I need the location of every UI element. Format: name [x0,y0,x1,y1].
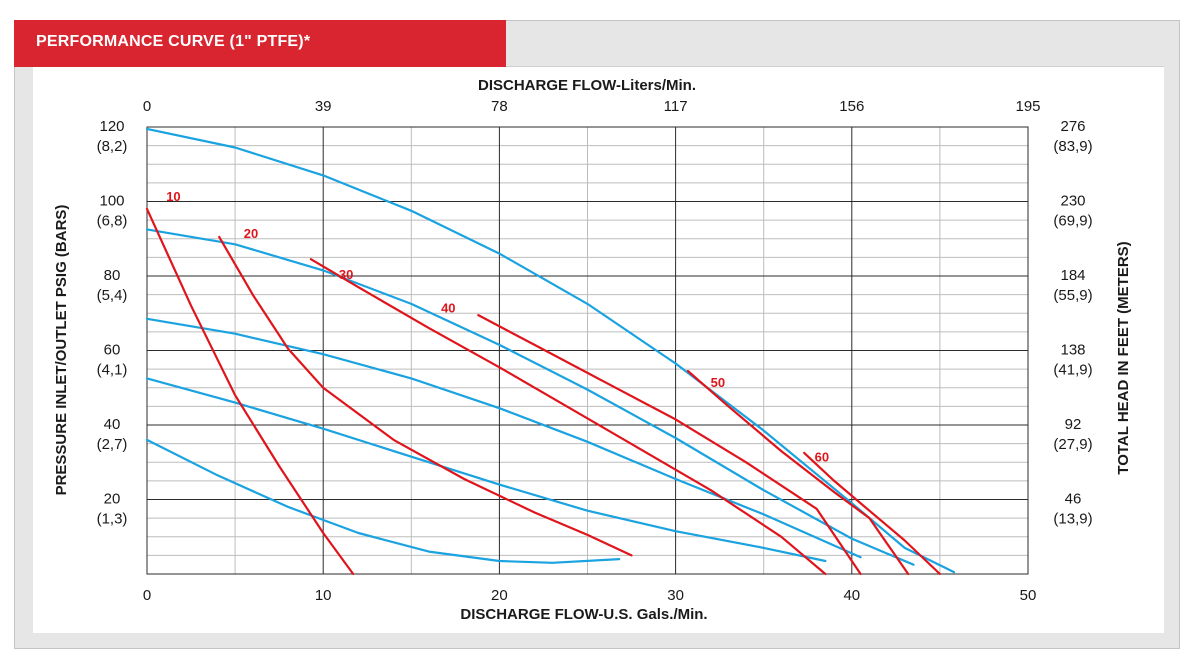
x2-tick-label: 39 [315,98,332,115]
y2-tick-label: 276 [1060,118,1085,135]
x2-tick-label: 117 [664,98,688,115]
labels: 10 20 30 40 50 60 0 10 20 30 40 50 0 39 78 117 156 195 20 (… [53,77,1132,623]
x2-tick-label: 78 [491,98,508,115]
curve-label: 50 [711,375,725,390]
y2-tick-sublabel: (69,9) [1053,213,1092,230]
y-tick-label: 60 [104,342,121,359]
curve-label: 60 [815,450,829,465]
y2-tick-sublabel: (83,9) [1053,138,1092,155]
y-tick-label: 20 [104,491,121,508]
y-tick-sublabel: (1,3) [97,511,128,528]
x-tick-label: 20 [491,587,508,604]
y-tick-label: 80 [104,267,121,284]
curve-label: 20 [244,226,258,241]
x-tick-label: 10 [315,587,332,604]
air-curve-40 [477,314,862,576]
y2-tick-label: 184 [1060,267,1085,284]
x2-tick-label: 156 [839,98,864,115]
x-tick-label: 50 [1020,587,1037,604]
curve-label: 10 [166,189,180,204]
header-rule [506,66,1164,67]
air-curve-30 [309,258,827,576]
y2-tick-label: 46 [1065,491,1082,508]
air-curve-50 [686,369,910,576]
y-axis-title: PRESSURE INLET/OUTLET PSIG (BARS) [53,205,70,496]
y2-tick-sublabel: (13,9) [1053,511,1092,528]
chart-title: PERFORMANCE CURVE (1" PTFE)* [36,33,311,50]
y-tick-label: 40 [104,416,121,433]
chart-panel [33,66,1164,633]
y2-tick-sublabel: (41,9) [1053,362,1092,379]
plot-border [146,126,1029,575]
pressure-curve [145,377,827,563]
y-tick-label: 120 [99,118,124,135]
air-curve-20 [218,235,633,557]
y2-tick-label: 138 [1060,342,1085,359]
y-tick-sublabel: (4,1) [97,362,128,379]
y2-tick-sublabel: (27,9) [1053,436,1092,453]
header-band [14,20,506,67]
y-tick-sublabel: (5,4) [97,287,128,304]
curve-label: 40 [441,301,455,316]
curve-label: 30 [339,267,353,282]
x-tick-label: 0 [143,587,151,604]
x-tick-label: 40 [843,587,860,604]
x-axis-title: DISCHARGE FLOW-U.S. Gals./Min. [460,606,707,623]
x2-axis-title: DISCHARGE FLOW-Liters/Min. [478,77,696,94]
y2-tick-label: 230 [1060,193,1085,210]
y-tick-sublabel: (2,7) [97,436,128,453]
air-curve-60 [803,451,941,576]
x-tick-label: 30 [667,587,684,604]
y-tick-sublabel: (8,2) [97,138,128,155]
pressure-curve [145,228,915,566]
y2-tick-sublabel: (55,9) [1053,287,1092,304]
x2-tick-label: 195 [1015,98,1040,115]
y2-tick-label: 92 [1065,416,1082,433]
x2-tick-label: 0 [143,98,151,115]
y2-axis-title: TOTAL HEAD IN FEET (METERS) [1115,241,1132,474]
pressure-curve [145,438,621,564]
air-curve-10 [145,207,355,576]
grid [146,126,1029,575]
y-tick-label: 100 [99,193,124,210]
pressure-curve [145,317,862,559]
y-tick-sublabel: (6,8) [97,213,128,230]
series [145,127,956,576]
